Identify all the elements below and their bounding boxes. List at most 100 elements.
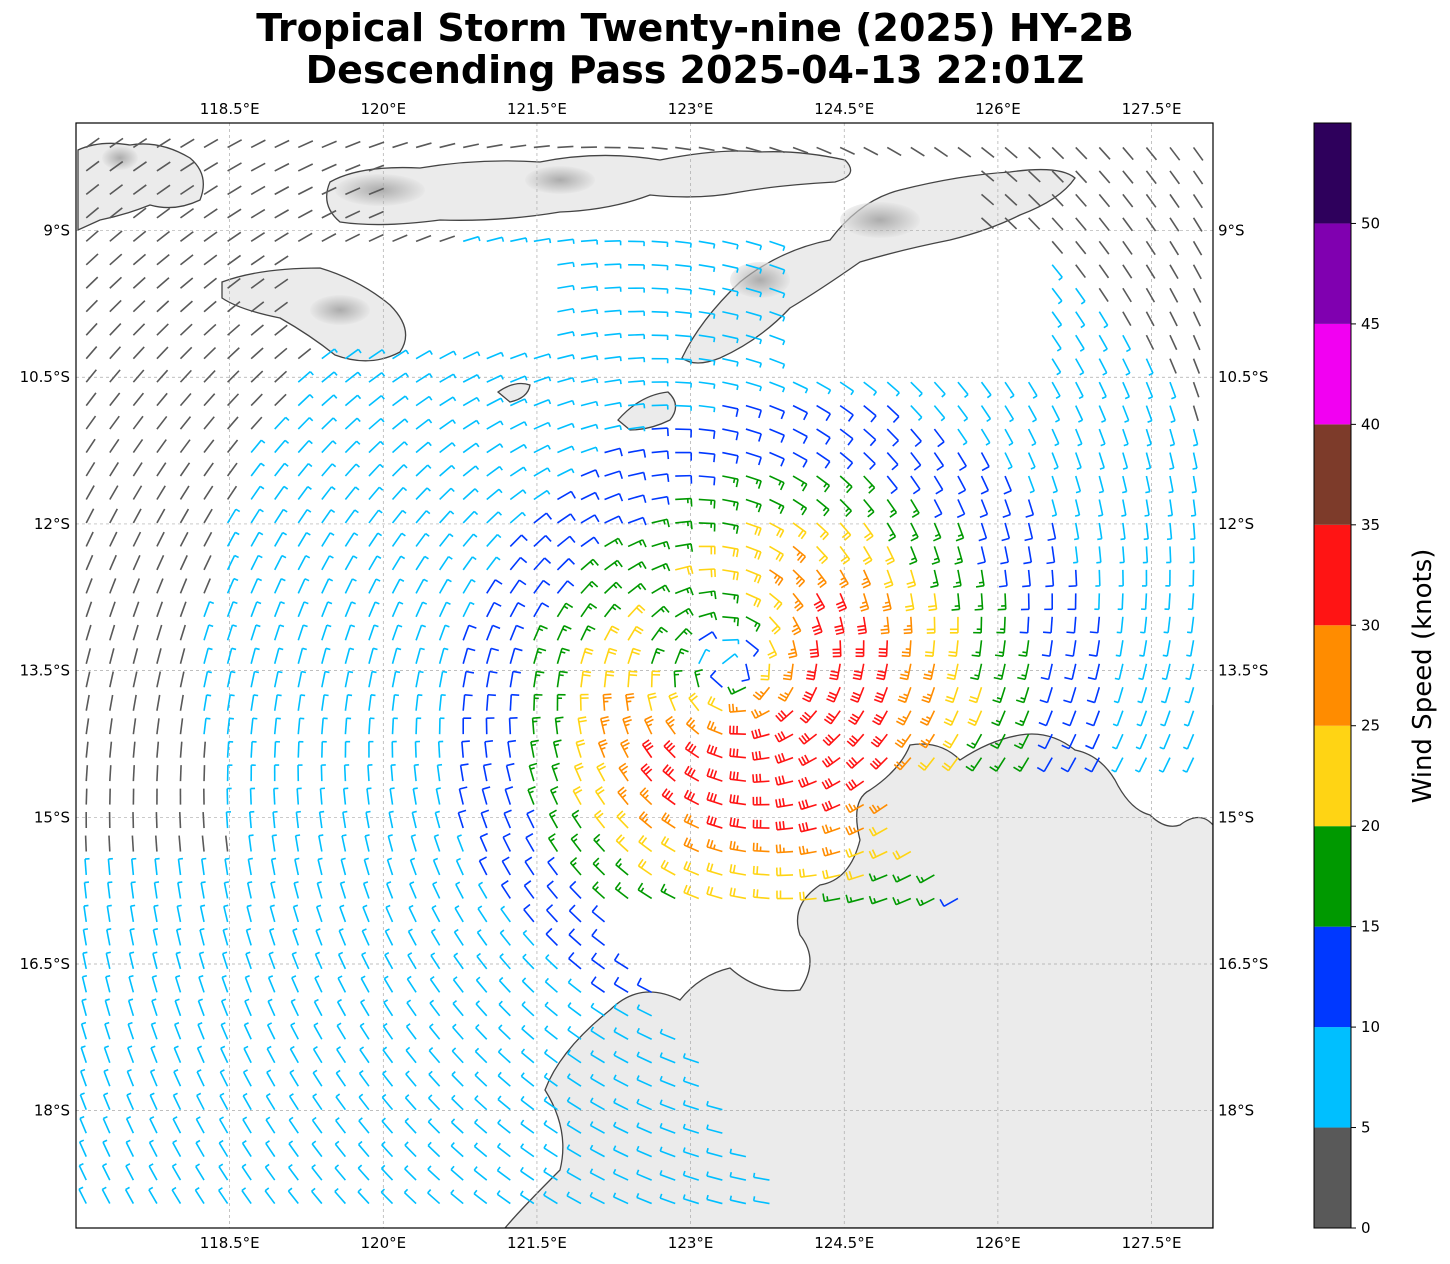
wind-barb <box>455 857 464 876</box>
wind-barb <box>439 350 457 360</box>
wind-barb <box>224 835 229 852</box>
wind-barb <box>957 428 968 446</box>
wind-barb <box>360 975 370 993</box>
wind-barb <box>892 896 912 906</box>
wind-barb <box>109 346 122 360</box>
wind-barb <box>85 531 94 547</box>
wind-barb <box>109 462 120 477</box>
wind-barb <box>295 810 301 829</box>
wind-barb <box>321 578 334 594</box>
wind-barb <box>203 647 213 664</box>
wind-barb <box>195 1116 205 1134</box>
wind-barb <box>250 347 264 360</box>
wind-barb <box>957 452 967 472</box>
wind-barb <box>745 146 762 153</box>
wind-barb <box>78 1162 87 1181</box>
wind-barb <box>1095 569 1101 587</box>
wind-barb <box>197 998 205 1017</box>
wind-barb <box>568 951 582 970</box>
wind-barb <box>450 1142 464 1158</box>
wind-barb <box>1051 240 1064 255</box>
wind-barb <box>590 1050 605 1064</box>
wind-barb <box>651 357 669 364</box>
wind-barb <box>567 1049 582 1064</box>
wind-barb <box>127 998 135 1017</box>
wind-barb <box>520 1119 535 1134</box>
colorbar-tick-label-1: 5 <box>1361 1119 1371 1137</box>
wind-barb <box>343 764 350 782</box>
wind-barb <box>1120 522 1126 541</box>
lat-tick-right-1: 10.5°S <box>1218 368 1268 386</box>
wind-barb <box>1066 616 1077 634</box>
wind-barb <box>156 485 166 500</box>
wind-barb <box>580 602 598 618</box>
wind-barb <box>1003 475 1012 495</box>
wind-barb <box>368 395 385 407</box>
wind-barb <box>668 692 679 712</box>
wind-barb <box>675 287 692 295</box>
wind-barb <box>203 254 218 266</box>
wind-barb <box>1122 334 1132 353</box>
wind-barb <box>1188 569 1195 587</box>
wind-barb <box>297 163 314 172</box>
wind-barb <box>660 836 676 853</box>
wind-barb <box>878 640 889 658</box>
wind-barb <box>556 693 566 711</box>
lon-tick-top-5: 126°E <box>975 100 1021 118</box>
wind-barb <box>314 951 323 970</box>
wind-barb <box>905 593 915 612</box>
wind-barb <box>132 415 144 430</box>
wind-barb <box>179 323 193 336</box>
wind-barb <box>179 300 193 313</box>
wind-barb <box>109 415 120 430</box>
wind-barb <box>822 893 841 903</box>
wind-barb <box>291 975 300 993</box>
wind-barb <box>533 670 545 688</box>
wind-barb <box>798 845 817 856</box>
wind-barb <box>745 287 763 298</box>
wind-barb <box>613 1121 629 1134</box>
wind-barb <box>659 1146 676 1158</box>
wind-barb <box>344 371 362 383</box>
wind-barb <box>641 739 654 759</box>
wind-barb <box>651 473 670 482</box>
wind-barb <box>569 857 582 876</box>
wind-barb <box>580 423 599 430</box>
wind-barb <box>674 607 694 618</box>
wind-barb <box>391 509 407 524</box>
wind-barb <box>745 404 762 419</box>
wind-barb <box>500 905 511 923</box>
wind-barb <box>798 868 817 878</box>
wind-barb <box>709 670 723 688</box>
wind-barb <box>368 141 385 149</box>
wind-barb <box>337 975 347 993</box>
wind-barb <box>636 1145 652 1158</box>
colorbar-tick-label-2: 10 <box>1361 1018 1380 1036</box>
wind-barb <box>415 694 423 711</box>
wind-barb <box>774 752 794 764</box>
wind-barb <box>106 928 112 946</box>
wind-barb <box>1004 381 1015 399</box>
wind-barb <box>429 999 441 1017</box>
wind-barb <box>1190 499 1197 517</box>
wind-barb <box>1020 593 1030 611</box>
wind-barb <box>774 731 794 743</box>
wind-barb <box>132 346 145 360</box>
wind-barb <box>408 904 417 923</box>
wind-barb <box>1192 217 1203 232</box>
wind-barb <box>250 301 265 313</box>
wind-barb <box>1122 358 1131 376</box>
wind-barb <box>415 372 433 383</box>
wind-barb <box>499 929 511 946</box>
wind-barb <box>943 710 959 726</box>
wind-barb <box>1141 569 1148 587</box>
wind-barb <box>266 1069 276 1087</box>
wind-barb <box>863 522 874 542</box>
wind-barb <box>675 404 693 411</box>
wind-barb <box>1074 475 1082 494</box>
wind-barb <box>404 1117 417 1134</box>
wind-barb <box>203 741 207 758</box>
wind-barb <box>404 1141 417 1158</box>
wind-barb <box>104 1021 111 1040</box>
wind-barb <box>362 881 370 899</box>
